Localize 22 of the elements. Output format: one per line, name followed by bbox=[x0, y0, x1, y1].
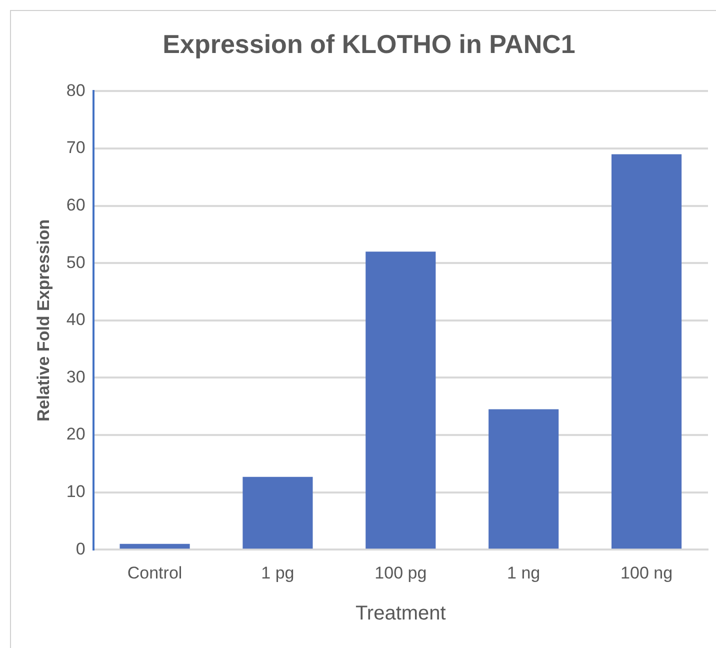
bar bbox=[488, 409, 559, 549]
y-tick-label: 70 bbox=[66, 138, 86, 158]
y-tick-label: 40 bbox=[66, 310, 86, 330]
y-tick-label: 50 bbox=[66, 252, 86, 272]
bar bbox=[366, 252, 436, 549]
y-tick-label: 80 bbox=[66, 80, 86, 100]
bar bbox=[242, 476, 313, 549]
bar bbox=[611, 154, 682, 549]
x-tick-label: 1 ng bbox=[507, 563, 540, 582]
y-tick-label: 30 bbox=[66, 367, 86, 386]
x-axis-title: Treatment bbox=[355, 602, 446, 625]
y-tick-label: 60 bbox=[66, 195, 86, 214]
y-tick-label: 20 bbox=[66, 424, 86, 444]
chart-title: Expression of KLOTHO in PANC1 bbox=[162, 28, 576, 59]
x-tick-label: 100 ng bbox=[620, 563, 673, 582]
x-tick-label: Control bbox=[127, 563, 182, 582]
x-tick-label: 1 pg bbox=[261, 563, 294, 582]
x-tick-label: 100 pg bbox=[374, 563, 427, 582]
bar bbox=[120, 544, 190, 549]
y-axis-title: Relative Fold Expression bbox=[34, 219, 53, 422]
y-tick-label: 0 bbox=[76, 539, 86, 558]
y-tick-label: 10 bbox=[66, 482, 86, 501]
